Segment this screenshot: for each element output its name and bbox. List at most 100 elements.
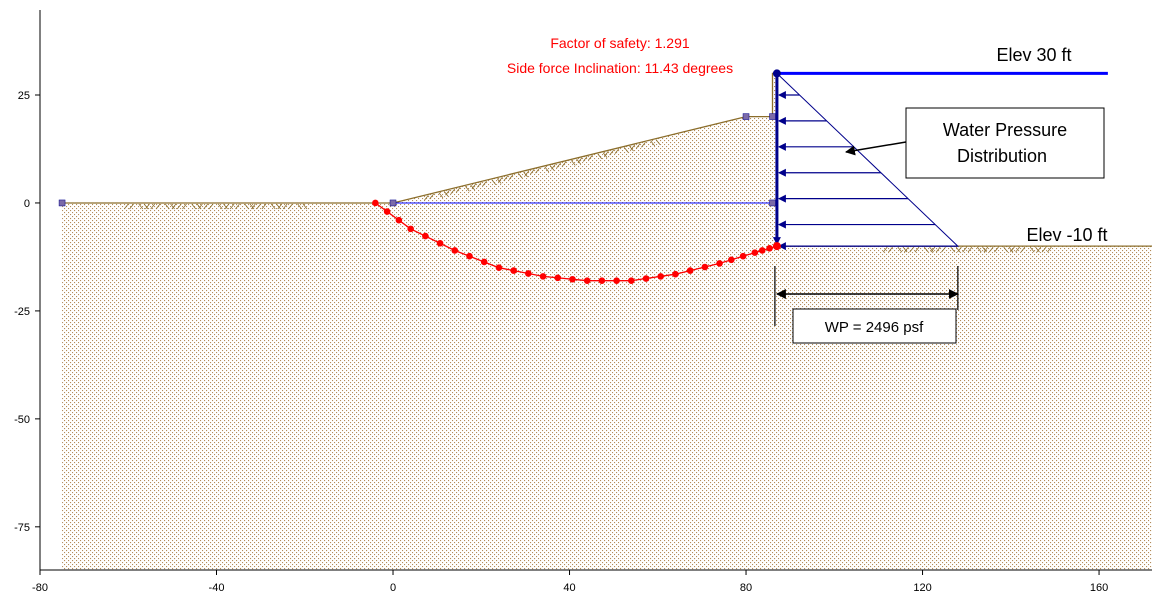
vertex-marker	[389, 199, 397, 207]
factor-of-safety-label: Factor of safety: 1.291	[550, 35, 690, 51]
hatch-mark	[196, 203, 202, 210]
hatch-mark	[251, 203, 256, 210]
hatch-mark	[1035, 246, 1040, 253]
hatch-mark	[941, 246, 946, 253]
hatch-mark	[544, 166, 550, 173]
slip-point	[495, 264, 503, 272]
hatch-mark	[524, 170, 530, 176]
callout-pointer	[845, 141, 907, 156]
hatch-mark	[909, 246, 915, 253]
hatch-mark	[1003, 246, 1009, 253]
hatch-mark	[1015, 246, 1020, 253]
x-tick-label: 160	[1090, 582, 1108, 594]
hatch-mark	[904, 246, 909, 253]
hatch-mark	[476, 182, 482, 188]
hatch-mark	[529, 169, 535, 175]
hatch-mark	[498, 176, 503, 183]
vertex-marker	[769, 113, 776, 120]
hatch-mark	[614, 148, 620, 154]
hatch-mark	[930, 246, 936, 253]
hatch-mark	[902, 246, 908, 253]
hatch-mark	[623, 147, 629, 153]
x-axis-ticks: -80 -40 0 40 80 120 160	[32, 570, 1108, 594]
hatch-mark	[482, 180, 487, 187]
hatch-mark	[923, 246, 929, 253]
wp-value-label: WP = 2496 psf	[825, 319, 924, 336]
hatch-mark	[655, 139, 661, 145]
hatch-mark	[438, 192, 444, 198]
hatch-mark	[182, 203, 187, 210]
hatch-mark	[450, 188, 456, 195]
y-tick-label: -50	[14, 414, 30, 426]
hatch-mark	[641, 141, 646, 148]
x-tick-label: 0	[390, 582, 396, 594]
hatch-mark	[171, 203, 177, 210]
x-tick-label: 120	[913, 582, 931, 594]
water-pressure-arrows	[772, 69, 958, 251]
hatch-mark	[302, 203, 308, 210]
slip-point	[422, 232, 429, 240]
x-tick-label: 80	[740, 582, 752, 594]
slip-point	[395, 216, 403, 224]
hatch-mark	[282, 203, 288, 210]
slip-point	[766, 244, 773, 252]
hatch-mark	[424, 195, 429, 201]
slip-point	[716, 260, 723, 267]
hatch-mark	[261, 203, 267, 210]
wp-dimension: WP = 2496 psf	[774, 266, 959, 344]
hatch-mark	[962, 246, 967, 253]
slip-point	[583, 277, 591, 284]
slip-point	[510, 267, 517, 274]
hatch-mark	[277, 203, 283, 210]
geometry-vertices	[58, 113, 776, 207]
hatch-mark	[588, 154, 593, 161]
slip-point	[436, 239, 444, 247]
hatch-mark	[244, 203, 250, 210]
hatch-mark	[165, 203, 170, 210]
x-tick-label: 40	[563, 582, 575, 594]
side-force-label: Side force Inclination: 11.43 degrees	[507, 60, 733, 76]
hatch-mark	[429, 193, 434, 200]
water-pressure-label-line2: Distribution	[957, 146, 1047, 166]
hatch-mark	[143, 203, 149, 210]
hatch-mark	[129, 203, 134, 210]
hatch-mark	[503, 175, 509, 182]
hatch-mark	[635, 143, 641, 149]
hatch-mark	[1029, 246, 1035, 253]
hatch-mark	[1008, 246, 1014, 253]
hatch-mark	[155, 203, 161, 210]
hatch-mark	[191, 203, 197, 210]
hatch-mark	[235, 203, 240, 210]
hatch-mark	[582, 156, 588, 162]
vertex-marker	[58, 199, 66, 207]
x-tick-label: -80	[32, 582, 48, 594]
hatch-mark	[229, 203, 235, 210]
slip-point	[686, 267, 694, 274]
hatch-mark	[1041, 246, 1047, 253]
slip-point	[751, 249, 759, 256]
hatch-mark	[1010, 246, 1015, 253]
water-pressure-label-line1: Water Pressure	[943, 120, 1067, 140]
hatch-mark	[897, 246, 903, 253]
hatch-mark	[1020, 246, 1026, 253]
hatch-mark	[508, 174, 514, 180]
hatch-mark	[150, 203, 156, 210]
slip-point	[642, 275, 650, 282]
hatch-mark	[597, 153, 603, 160]
hatch-mark	[982, 246, 987, 253]
y-tick-label: -75	[14, 522, 30, 534]
y-tick-label: 25	[18, 90, 30, 102]
hatch-mark	[983, 246, 989, 253]
soil-body	[62, 73, 1152, 570]
slip-point	[451, 247, 459, 254]
slip-point	[758, 247, 766, 254]
hatch-mark	[609, 149, 614, 156]
vertex-marker	[769, 199, 776, 207]
slip-point	[554, 274, 562, 282]
hatch-mark	[957, 246, 962, 253]
slip-point	[525, 270, 532, 277]
hatch-mark	[929, 246, 934, 253]
hatch-mark	[535, 167, 540, 174]
hatch-mark	[888, 246, 893, 253]
